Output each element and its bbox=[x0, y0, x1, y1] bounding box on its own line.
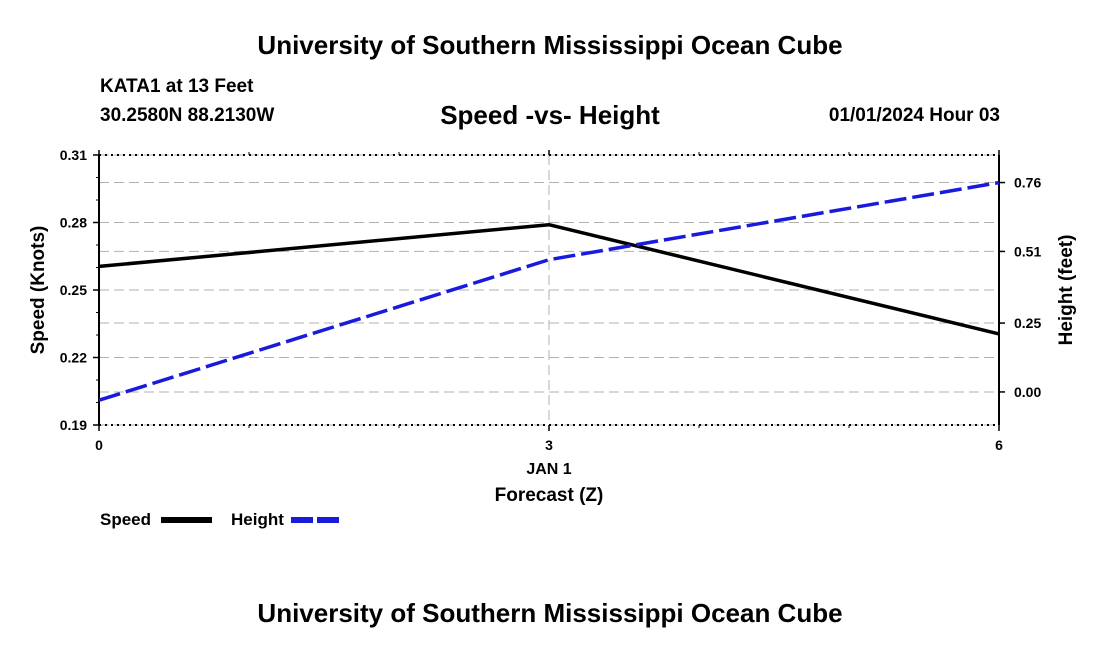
legend-swatch-speed bbox=[161, 517, 212, 523]
x-tick-label: 3 bbox=[545, 437, 553, 453]
y-right-tick-label: 0.76 bbox=[1014, 175, 1041, 191]
chart-series bbox=[98, 180, 1000, 402]
legend-label-height: Height bbox=[231, 510, 284, 529]
chart-grid bbox=[99, 154, 999, 426]
x-axis-title: Forecast (Z) bbox=[495, 485, 604, 506]
y-right-tick-label: 0.25 bbox=[1014, 315, 1041, 331]
station-label: KATA1 at 13 Feet bbox=[100, 76, 254, 97]
page-title: University of Southern Mississippi Ocean… bbox=[257, 30, 843, 60]
y-left-axis-title: Speed (Knots) bbox=[28, 226, 49, 355]
y-left-tick-label: 0.22 bbox=[60, 350, 87, 366]
axis-labels: 0.31 0.28 0.25 0.22 0.19 0.76 0.51 0.25 0.00 0 3 6 J… bbox=[28, 147, 1077, 506]
y-left-tick-label: 0.25 bbox=[60, 282, 87, 298]
axis-ticks bbox=[93, 150, 1005, 431]
x-tick-label: 0 bbox=[95, 437, 103, 453]
legend-swatch-height bbox=[291, 517, 343, 523]
y-right-tick-label: 0.00 bbox=[1014, 384, 1041, 400]
footer-title: University of Southern Mississippi Ocean… bbox=[257, 598, 843, 628]
station-coordinates: 30.2580N 88.2130W bbox=[100, 105, 275, 126]
x-date-label: JAN 1 bbox=[526, 461, 571, 478]
y-left-tick-label: 0.19 bbox=[60, 417, 87, 433]
forecast-datetime: 01/01/2024 Hour 03 bbox=[828, 105, 1000, 126]
y-right-axis-title: Height (feet) bbox=[1056, 235, 1077, 346]
y-left-tick-label: 0.28 bbox=[60, 215, 87, 231]
legend-label-speed: Speed bbox=[100, 510, 152, 529]
y-right-tick-label: 0.51 bbox=[1014, 243, 1041, 259]
series-line-height bbox=[98, 180, 1000, 402]
chart-subtitle: Speed -vs- Height bbox=[440, 100, 660, 130]
y-left-tick-label: 0.31 bbox=[60, 147, 87, 163]
x-tick-label: 6 bbox=[995, 437, 1003, 453]
series-line-speed bbox=[98, 222, 1000, 336]
